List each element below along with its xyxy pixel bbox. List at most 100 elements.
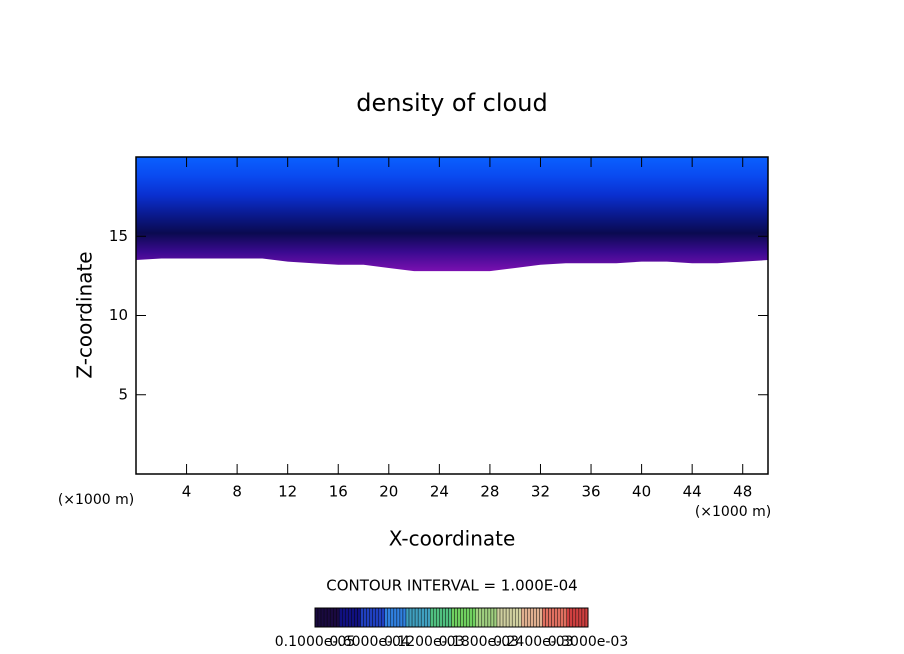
colorbar-stripe bbox=[518, 607, 522, 628]
x-tick-label: 40 bbox=[632, 483, 651, 501]
colorbar-label: 0.1800e-03 bbox=[439, 634, 519, 650]
colorbar-stripe bbox=[557, 607, 561, 628]
x-axis-label: X-coordinate bbox=[389, 527, 516, 551]
colorbar-stripe bbox=[430, 607, 434, 628]
y-tick-label: 15 bbox=[109, 227, 128, 245]
colorbar-stripe bbox=[414, 607, 419, 628]
colorbar-stripe bbox=[336, 607, 340, 628]
colorbar-stripe bbox=[496, 607, 501, 628]
colorbar-stripe bbox=[457, 607, 461, 628]
colorbar-stripe bbox=[433, 607, 437, 628]
colorbar-stripe bbox=[399, 607, 404, 628]
colorbar-stripe bbox=[454, 607, 458, 628]
colorbar-stripe bbox=[487, 607, 492, 628]
colorbar-stripe bbox=[560, 607, 564, 628]
y-tick-label: 10 bbox=[109, 306, 128, 324]
colorbar-stripe bbox=[317, 607, 322, 628]
colorbar-label: 0.2400e-03 bbox=[493, 634, 573, 650]
colorbar-stripe bbox=[387, 607, 392, 628]
colorbar-stripe bbox=[326, 607, 331, 628]
colorbar-stripe bbox=[463, 607, 467, 628]
colorbar-stripe bbox=[378, 607, 382, 628]
colorbar-stripe bbox=[502, 607, 507, 628]
x-tick-label: 20 bbox=[379, 483, 398, 501]
colorbar-stripe bbox=[375, 607, 379, 628]
colorbar-stripe bbox=[411, 607, 416, 628]
x-tick-label: 8 bbox=[232, 483, 242, 501]
colorbar-stripe bbox=[563, 607, 567, 628]
colorbar-stripe bbox=[348, 607, 352, 628]
colorbar-stripe bbox=[533, 607, 537, 628]
colorbar-stripe bbox=[393, 607, 398, 628]
colorbar-stripe bbox=[493, 607, 498, 628]
colorbar-stripe bbox=[436, 607, 440, 628]
colorbar-stripe bbox=[417, 607, 422, 628]
colorbar-stripe bbox=[524, 607, 528, 628]
colorbar-stripe bbox=[408, 607, 413, 628]
x-tick-label: 16 bbox=[329, 483, 348, 501]
colorbar-stripe bbox=[448, 607, 452, 628]
x-tick-label: 36 bbox=[581, 483, 600, 501]
colorbar-stripe bbox=[445, 607, 449, 628]
colorbar-stripe bbox=[420, 607, 425, 628]
colorbar-stripe bbox=[345, 607, 349, 628]
colorbar-stripe bbox=[369, 607, 373, 628]
x-tick-label: 24 bbox=[430, 483, 449, 501]
x-tick-label: 12 bbox=[278, 483, 297, 501]
colorbar-stripe bbox=[545, 607, 549, 628]
colorbar-label: 0.1000e-05 bbox=[275, 634, 355, 650]
colorbar-stripe bbox=[569, 607, 574, 628]
colorbar-stripe bbox=[402, 607, 407, 628]
x-tick-label: 32 bbox=[531, 483, 550, 501]
colorbar-stripe bbox=[339, 607, 343, 628]
colorbar-stripe bbox=[575, 607, 580, 628]
chart-title: density of cloud bbox=[356, 89, 547, 117]
colorbar-stripe bbox=[366, 607, 370, 628]
cloud-region bbox=[136, 157, 768, 272]
colorbar-stripe bbox=[551, 607, 555, 628]
colorbar-stripe bbox=[499, 607, 504, 628]
colorbar-stripe bbox=[424, 607, 428, 628]
colorbar-stripe bbox=[505, 607, 510, 628]
colorbar-stripe bbox=[554, 607, 558, 628]
colorbar-stripe bbox=[542, 607, 546, 628]
colorbar-stripe bbox=[439, 607, 443, 628]
y-axis-label: Z-coordinate bbox=[73, 251, 97, 378]
colorbar-stripe bbox=[460, 607, 464, 628]
contour-interval: CONTOUR INTERVAL = 1.000E-04 bbox=[326, 577, 577, 595]
colorbar-stripe bbox=[360, 607, 364, 628]
colorbar-stripe bbox=[427, 607, 431, 628]
colorbar-stripe bbox=[539, 607, 543, 628]
colorbar-stripe bbox=[548, 607, 552, 628]
colorbar-stripe bbox=[320, 607, 325, 628]
colorbar-label: 0.1200e-03 bbox=[384, 634, 464, 650]
colorbar-stripe bbox=[478, 607, 483, 628]
colorbar-stripe bbox=[372, 607, 376, 628]
colorbar-stripe bbox=[329, 607, 334, 628]
colorbar-stripe bbox=[333, 607, 337, 628]
colorbar-stripe bbox=[511, 607, 516, 628]
colorbar-stripe bbox=[357, 607, 361, 628]
colorbar-stripe bbox=[363, 607, 367, 628]
colorbar-stripe bbox=[475, 607, 479, 628]
colorbar-stripe bbox=[484, 607, 489, 628]
colorbar-stripe bbox=[323, 607, 328, 628]
colorbar-stripe bbox=[472, 607, 476, 628]
colorbar-stripe bbox=[396, 607, 401, 628]
colorbar-stripe bbox=[451, 607, 455, 628]
y-tick-label: 5 bbox=[118, 385, 128, 403]
colorbar-stripe bbox=[354, 607, 358, 628]
colorbar-stripe bbox=[527, 607, 531, 628]
colorbar-stripe bbox=[381, 607, 385, 628]
colorbar-stripe bbox=[490, 607, 495, 628]
colorbar-frame bbox=[314, 607, 589, 628]
x-tick-label: 4 bbox=[182, 483, 192, 501]
x-tick-label: 48 bbox=[733, 483, 752, 501]
colorbar-stripe bbox=[581, 607, 586, 628]
colorbar-stripe bbox=[521, 607, 525, 628]
colorbar-stripe bbox=[405, 607, 410, 628]
colorbar-stripe bbox=[566, 607, 570, 628]
colorbar-label: 0.3000e-03 bbox=[548, 634, 628, 650]
colorbar-stripe bbox=[351, 607, 355, 628]
